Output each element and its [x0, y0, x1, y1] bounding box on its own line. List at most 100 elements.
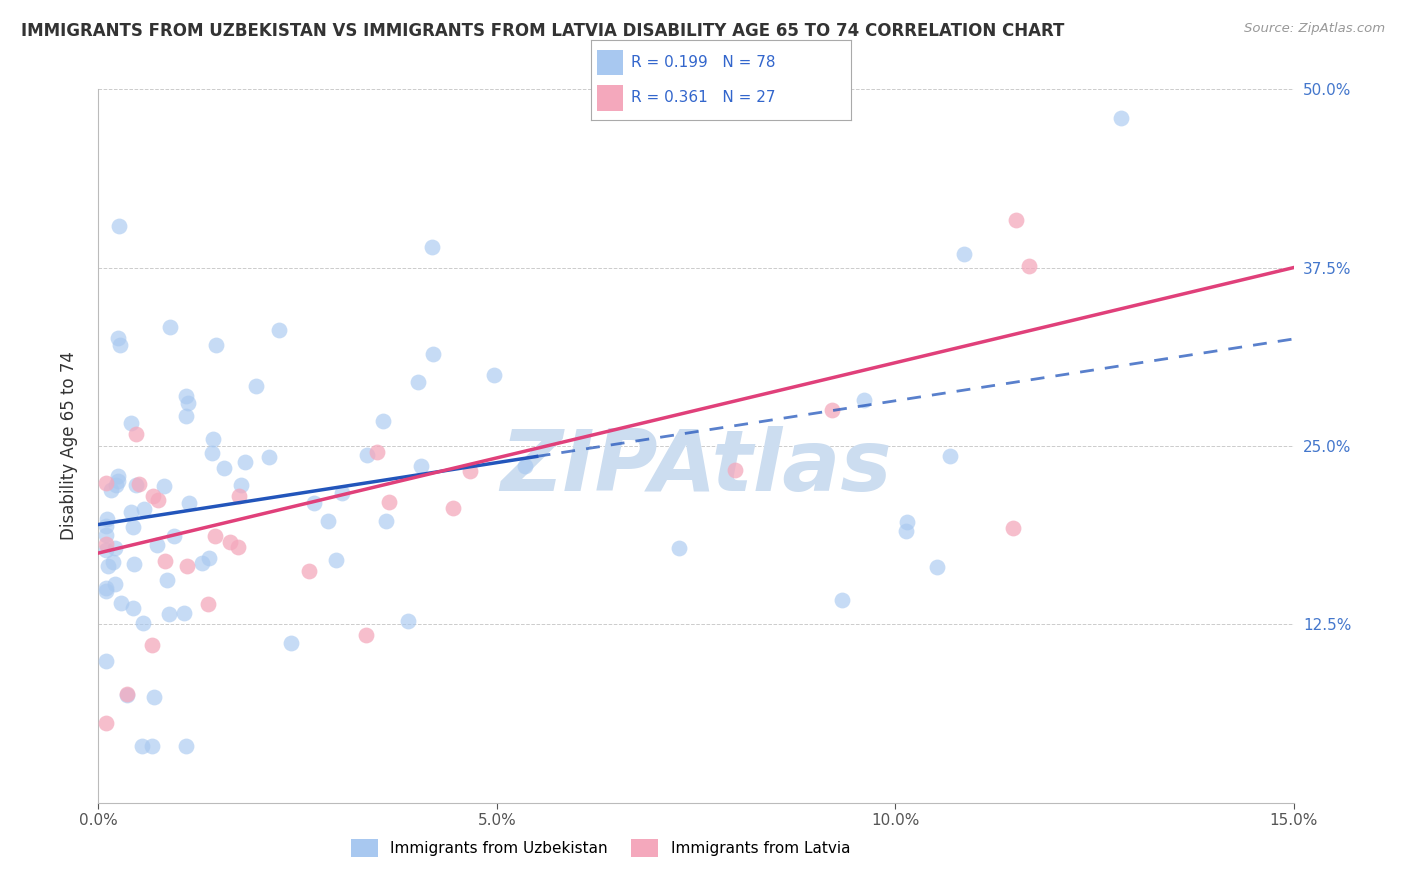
Point [201, 432, 224, 446]
Point [1005, 213, 1028, 227]
Point [176, 558, 198, 573]
Point [354, 628, 377, 642]
Point [96, 537, 118, 551]
Point [115, 688, 138, 702]
Point [96, 476, 118, 491]
Point [441, 501, 464, 516]
Point [120, 416, 142, 430]
Point [145, 539, 167, 553]
Point [280, 636, 302, 650]
Point [214, 461, 236, 475]
Point [378, 495, 401, 509]
Point [173, 606, 195, 620]
Point [142, 489, 165, 503]
Point [131, 739, 153, 753]
Point [197, 597, 219, 611]
Point [422, 240, 444, 254]
Point [104, 541, 127, 555]
Point [939, 449, 962, 463]
Point [197, 551, 219, 566]
Point [108, 219, 131, 233]
Point [174, 409, 197, 423]
Point [141, 739, 163, 753]
Point [108, 338, 131, 352]
Point [460, 464, 482, 478]
Point [204, 529, 226, 543]
Point [125, 478, 148, 492]
Point [97, 559, 120, 574]
Point [298, 565, 321, 579]
Point [141, 638, 163, 652]
Point [896, 524, 918, 538]
Point [226, 540, 249, 554]
Point [316, 514, 339, 528]
Point [101, 555, 124, 569]
Point [96, 519, 118, 533]
Point [125, 426, 148, 441]
Point [96, 528, 118, 542]
Point [107, 474, 129, 488]
Point [235, 455, 257, 469]
Point [723, 463, 745, 477]
Point [422, 347, 444, 361]
Point [115, 687, 138, 701]
Text: R = 0.199   N = 78: R = 0.199 N = 78 [631, 55, 775, 70]
Point [146, 492, 169, 507]
Point [201, 446, 224, 460]
Text: IMMIGRANTS FROM UZBEKISTAN VS IMMIGRANTS FROM LATVIA DISABILITY AGE 65 TO 74 COR: IMMIGRANTS FROM UZBEKISTAN VS IMMIGRANTS… [21, 22, 1064, 40]
Text: Source: ZipAtlas.com: Source: ZipAtlas.com [1244, 22, 1385, 36]
Point [366, 444, 388, 458]
Point [152, 479, 174, 493]
Point [163, 529, 186, 543]
Point [156, 573, 179, 587]
Point [302, 496, 325, 510]
Point [398, 615, 420, 629]
Point [122, 557, 145, 571]
Point [927, 560, 949, 574]
Point [219, 535, 242, 549]
Point [668, 541, 690, 555]
Point [267, 323, 290, 337]
Point [325, 552, 347, 566]
Point [853, 393, 876, 408]
Point [96, 716, 118, 731]
Point [257, 450, 280, 465]
Point [330, 486, 353, 500]
Point [831, 593, 853, 607]
Point [142, 690, 165, 704]
Point [96, 583, 118, 598]
Point [107, 331, 129, 345]
Point [177, 496, 200, 510]
Bar [598, 50, 623, 76]
Point [100, 483, 122, 497]
Point [104, 576, 127, 591]
Point [96, 654, 118, 668]
Point [1002, 521, 1025, 535]
Point [174, 739, 197, 753]
Point [1018, 259, 1040, 273]
Point [371, 414, 394, 428]
Point [128, 477, 150, 491]
Point [105, 478, 128, 492]
Point [375, 514, 398, 528]
Point [96, 512, 118, 526]
Legend: Immigrants from Uzbekistan, Immigrants from Latvia: Immigrants from Uzbekistan, Immigrants f… [344, 833, 856, 863]
Text: ZIPAtlas: ZIPAtlas [501, 425, 891, 509]
Point [205, 338, 228, 352]
Point [157, 607, 180, 622]
Point [191, 556, 214, 570]
Point [122, 600, 145, 615]
Point [120, 505, 142, 519]
Point [96, 543, 118, 558]
Point [153, 554, 176, 568]
Point [1109, 111, 1132, 125]
Point [406, 375, 429, 389]
Point [356, 448, 378, 462]
Y-axis label: Disability Age 65 to 74: Disability Age 65 to 74 [59, 351, 77, 541]
Point [174, 389, 197, 403]
Point [159, 320, 181, 334]
Point [515, 458, 537, 473]
Point [245, 379, 267, 393]
Point [896, 515, 918, 529]
Point [132, 501, 155, 516]
